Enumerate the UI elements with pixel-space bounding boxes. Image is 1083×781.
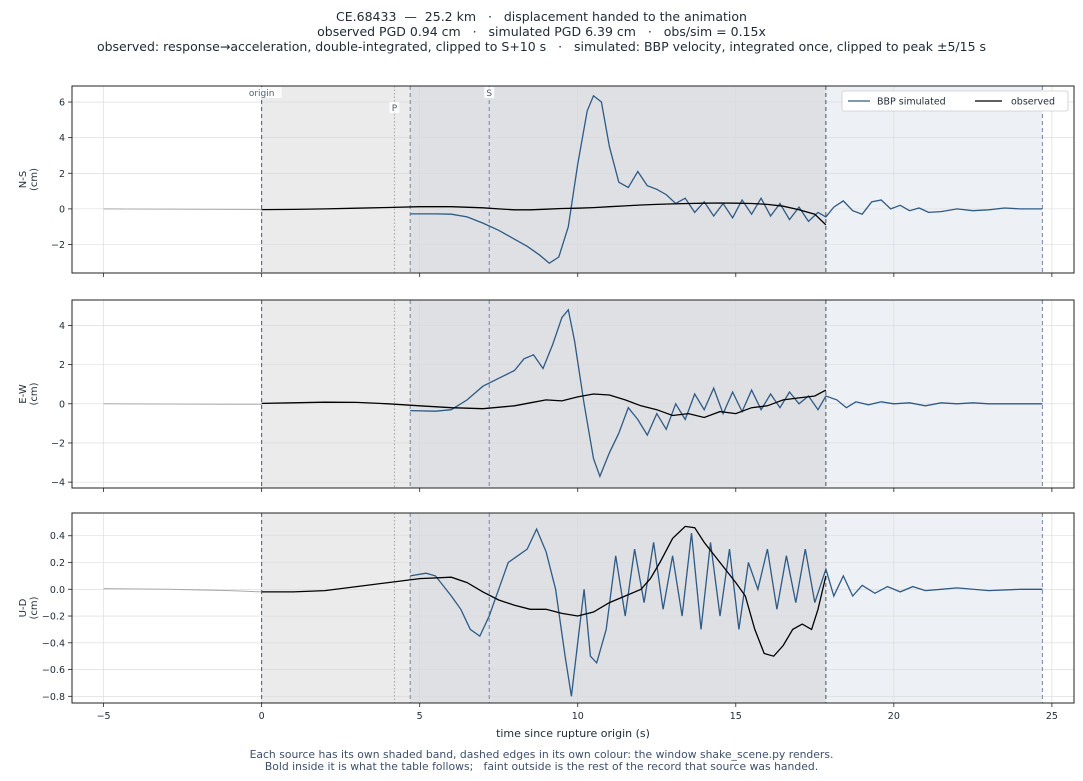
marker-label-bg — [241, 87, 282, 98]
y-tick-label: 2 — [59, 360, 65, 371]
traces — [103, 94, 1043, 265]
x-tick-label: 0 — [259, 711, 265, 722]
y-axis-label: N-S (cm) — [18, 168, 40, 191]
y-tick-label: 0 — [59, 399, 65, 410]
y-tick-label: −0.4 — [42, 638, 65, 649]
observed-trace — [261, 389, 827, 419]
chart-title-line-2: observed PGD 0.94 cm · simulated PGD 6.3… — [317, 24, 766, 39]
legend-label-simulated: BBP simulated — [877, 97, 946, 108]
overlap-window-band — [410, 300, 826, 488]
y-tick-label: −0.8 — [42, 692, 65, 703]
y-tick-label: 6 — [59, 98, 65, 109]
y-tick-label: 0.0 — [50, 585, 65, 596]
x-tick-label: 5 — [417, 711, 423, 722]
simulated-trace — [410, 527, 1043, 697]
x-tick-label: −5 — [97, 711, 111, 722]
marker-label-bg — [484, 87, 495, 98]
y-axis-label-line: (cm) — [29, 382, 40, 405]
y-tick-label: −0.6 — [42, 665, 65, 676]
y-tick-label: −2 — [51, 438, 65, 449]
simulated-trace — [410, 94, 1043, 265]
panel-frame — [71, 299, 1075, 489]
traces — [103, 308, 1043, 479]
caption-line-1: Each source has its own shaded band, das… — [249, 748, 834, 761]
marker-label-s: S — [486, 89, 492, 99]
x-tick-label: 15 — [730, 711, 742, 722]
observed-window-band — [261, 86, 411, 273]
observed-window-band — [261, 300, 411, 488]
simulated-window-band — [825, 86, 1043, 273]
y-tick-label: 0.2 — [50, 558, 65, 569]
y-tick-label: 4 — [59, 133, 65, 144]
chart-title-line-1: CE.68433 — 25.2 km · displacement handed… — [336, 9, 747, 24]
observed-window-band — [261, 513, 411, 703]
marker-label-p: P — [392, 104, 398, 114]
legend-box — [841, 90, 1069, 112]
y-axis-label-line: U-D — [18, 598, 29, 617]
caption-line-2: Bold inside it is what the table follows… — [264, 760, 819, 773]
observed-trace — [261, 202, 827, 226]
y-axis-label-line: N-S — [18, 171, 29, 188]
y-axis-label: U-D (cm) — [18, 596, 40, 619]
chart-title-line-3: observed: response→acceleration, double-… — [96, 39, 987, 54]
y-axis-label-line: (cm) — [29, 168, 40, 191]
traces — [103, 525, 1043, 697]
y-axis-label-line: (cm) — [29, 596, 40, 619]
panel-3: −0.8 −0.6 −0.4 −0.2 0.0 0.2 0.4 U-D (cm) −5 0 5 10 15… — [18, 512, 1075, 740]
y-axis-label-line: E-W — [18, 384, 29, 404]
marker-label-bg — [389, 102, 400, 113]
simulated-trace — [410, 308, 1043, 479]
simulated-window-band — [825, 300, 1043, 488]
y-tick-label: −0.2 — [42, 612, 65, 623]
observed-faint-trace — [103, 588, 262, 593]
marker-label-origin: origin — [249, 89, 275, 99]
legend-label-observed: observed — [1011, 97, 1055, 108]
overlap-window-band — [410, 513, 826, 703]
observed-trace — [261, 525, 827, 657]
x-tick-label: 20 — [888, 711, 900, 722]
panel-2: −4 −2 0 2 4 E-W (cm) — [18, 299, 1075, 492]
y-axis-label: E-W (cm) — [18, 382, 40, 405]
y-tick-label: 0 — [59, 204, 65, 215]
panel-1: −2 0 2 4 6 N-S (cm) origin P S BBP simulated observ… — [18, 85, 1075, 277]
y-tick-label: 0.4 — [50, 531, 65, 542]
y-tick-label: −2 — [51, 240, 65, 251]
x-tick-label: 25 — [1046, 711, 1058, 722]
observed-faint-trace — [103, 208, 262, 211]
panel-frame — [71, 512, 1075, 704]
y-tick-label: 4 — [59, 321, 65, 332]
y-tick-label: −4 — [51, 478, 65, 489]
x-axis-label: time since rupture origin (s) — [496, 727, 650, 740]
panel-frame — [71, 85, 1075, 274]
simulated-window-band — [825, 513, 1043, 703]
x-tick-label: 10 — [572, 711, 584, 722]
y-tick-label: 2 — [59, 169, 65, 180]
